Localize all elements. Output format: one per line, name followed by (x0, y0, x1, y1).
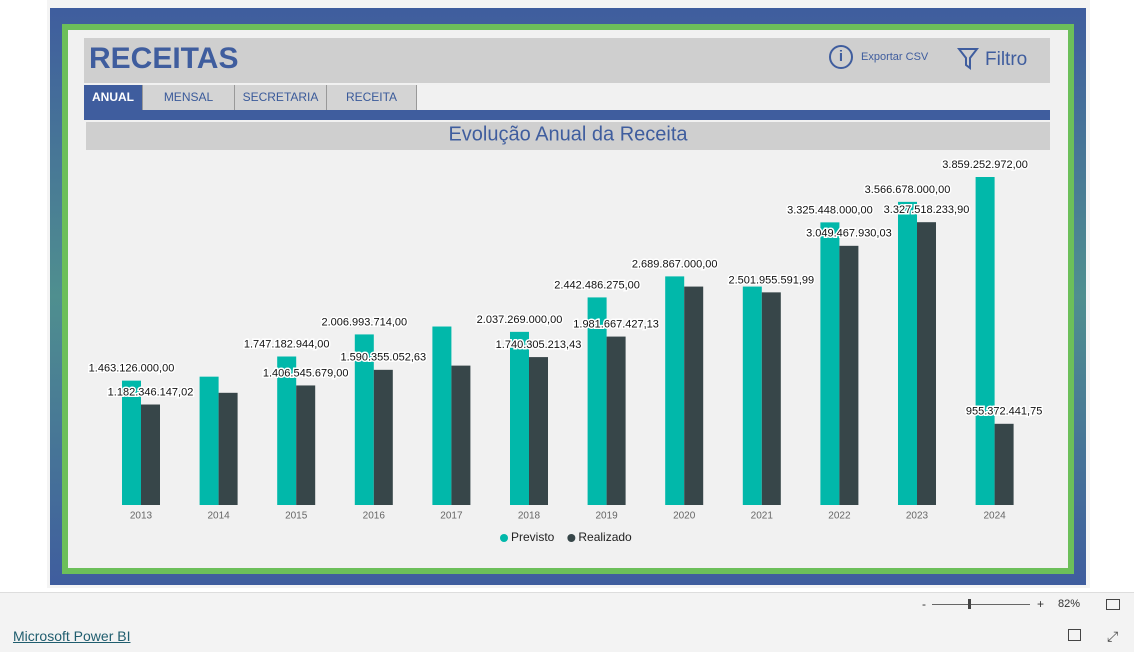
x-tick-label: 2014 (207, 511, 230, 522)
share-icon[interactable] (1068, 629, 1081, 641)
x-tick-label: 2016 (363, 511, 386, 522)
bar (761, 292, 781, 505)
data-label: 3.566.678.000,00 (865, 184, 951, 196)
data-label: 1.740.305.213,43 (496, 339, 582, 351)
zoom-slider[interactable] (932, 604, 1030, 605)
bar (529, 357, 548, 505)
tab[interactable]: RECEITA (327, 85, 417, 110)
data-label: 2.006.993.714,00 (321, 316, 407, 328)
bar (432, 326, 452, 505)
data-label: 1.406.545.679,00 (263, 367, 349, 379)
bar (587, 297, 607, 505)
data-label: 2.689.867.000,00 (632, 258, 718, 270)
fit-icon[interactable] (1106, 599, 1120, 610)
x-tick-label: 2020 (673, 511, 696, 522)
bar (218, 392, 238, 505)
x-tick-label: 2017 (440, 511, 463, 522)
data-label: 1.981.667.427,13 (573, 318, 659, 330)
bar (994, 423, 1014, 505)
expand-icon[interactable]: ⤢ (1107, 628, 1119, 644)
legend-marker (567, 534, 576, 542)
tab[interactable]: SECRETARIA (235, 85, 327, 110)
bar (199, 376, 219, 505)
data-label: 1.590.355.052,63 (340, 352, 426, 364)
legend-label: Previsto (511, 530, 555, 544)
data-label: 2.442.486.275,00 (554, 279, 640, 291)
bar (839, 245, 859, 505)
bar (451, 365, 471, 505)
legend-marker (500, 534, 508, 542)
bar (684, 286, 704, 505)
export-button[interactable]: Exportar CSV (861, 51, 929, 63)
bar (820, 222, 840, 505)
info-icon[interactable]: i (829, 45, 853, 69)
data-label: 3.859.252.972,00 (942, 159, 1028, 171)
data-label: 955.372.441,75 (966, 406, 1042, 418)
bar (277, 356, 297, 505)
bar (122, 380, 141, 505)
chart-title-bar (86, 122, 1050, 150)
tab[interactable]: MENSAL (143, 85, 235, 110)
tab-underline (84, 110, 1050, 120)
bar (354, 334, 374, 505)
bar (606, 336, 626, 505)
bar (373, 369, 393, 505)
filter-icon[interactable] (957, 47, 979, 71)
legend-label: Realizado (578, 530, 632, 544)
bar (141, 404, 160, 505)
data-label: 3.327.518.233,90 (884, 204, 970, 216)
data-label: 1.463.126.000,00 (89, 363, 175, 375)
data-label: 3.325.448.000,00 (787, 204, 873, 216)
x-tick-label: 2013 (130, 511, 153, 522)
x-tick-label: 2023 (906, 511, 929, 522)
x-tick-label: 2024 (983, 511, 1006, 522)
header-bar (84, 38, 1050, 83)
x-tick-label: 2022 (828, 511, 851, 522)
bar (975, 177, 995, 505)
data-label: 2.037.269.000,00 (477, 314, 563, 326)
data-label: 1.182.346.147,02 (108, 386, 194, 398)
data-label: 2.501.955.591,99 (728, 274, 814, 286)
zoom-thumb[interactable] (968, 599, 971, 609)
x-tick-label: 2018 (518, 511, 541, 522)
bar (898, 201, 917, 506)
zoom-minus[interactable]: - (922, 597, 926, 611)
bar (296, 385, 316, 505)
bar (510, 331, 529, 505)
zoom-level: 82% (1058, 598, 1081, 610)
footer-bar (0, 617, 1134, 652)
chart-title: Evolução Anual da Receita (448, 123, 688, 145)
brand-link[interactable]: Microsoft Power BI (13, 628, 131, 644)
x-tick-label: 2021 (751, 511, 774, 522)
filter-button[interactable]: Filtro (985, 49, 1028, 70)
bar (665, 276, 685, 505)
x-tick-label: 2015 (285, 511, 308, 522)
chart: Evolução Anual da Receita 2013 1.463.126.… (86, 122, 1050, 544)
page-title: RECEITAS (89, 42, 239, 75)
zoom-plus[interactable]: + (1037, 597, 1045, 611)
bar (917, 222, 936, 505)
data-label: 3.049.467.930,03 (806, 228, 892, 240)
x-tick-label: 2019 (595, 511, 618, 522)
tab[interactable]: ANUAL (84, 85, 143, 110)
data-label: 1.747.182.944,00 (244, 338, 330, 350)
bar (742, 286, 762, 505)
